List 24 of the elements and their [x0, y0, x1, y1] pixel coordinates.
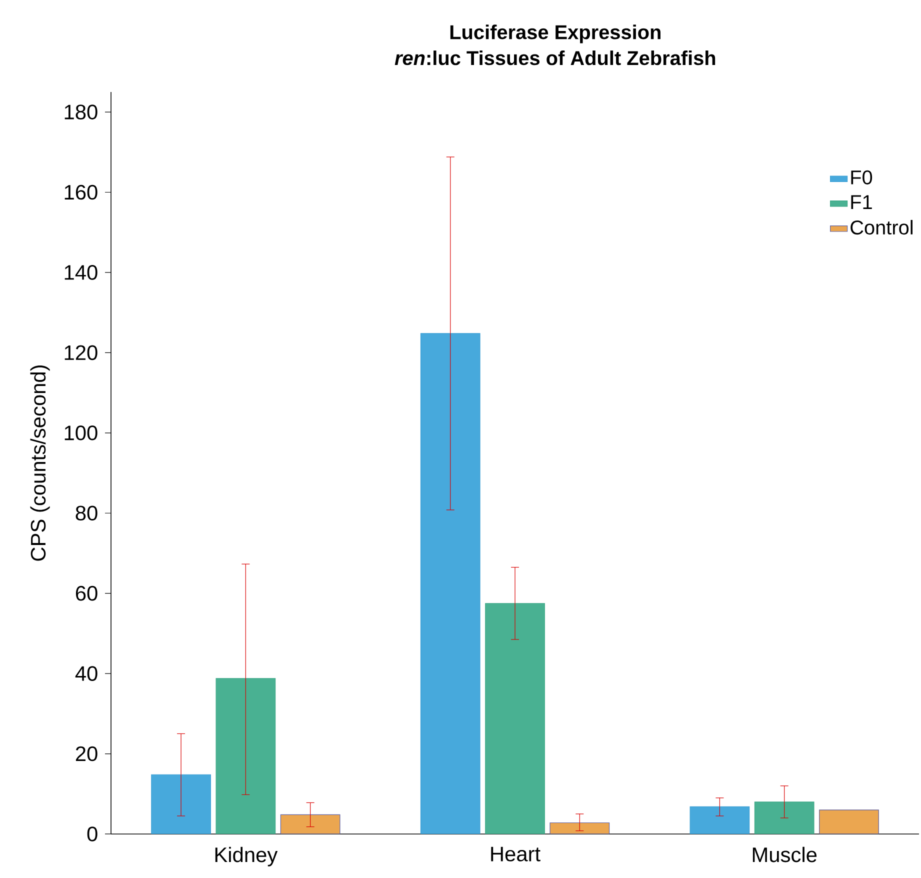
bar: [420, 333, 480, 834]
bar: [280, 814, 340, 834]
y-tick-label: 180: [64, 104, 98, 120]
y-tick-label: 160: [64, 184, 98, 200]
bar: [819, 810, 879, 834]
y-tick-label: 0: [87, 826, 98, 842]
bar: [690, 806, 750, 834]
y-tick-label: 60: [76, 586, 98, 601]
bar: [550, 822, 610, 834]
y-tick-label: 40: [75, 666, 98, 681]
legend-label: F0: [851, 170, 872, 184]
chart-subtitle: ren:luc Tissues of Adult Zebrafish: [394, 50, 716, 66]
x-tick-label: Heart: [491, 846, 540, 862]
legend-label: F1: [851, 195, 872, 209]
y-axis-title: CPS (counts/second): [30, 365, 50, 561]
x-tick-label: Muscle: [752, 846, 817, 862]
y-tick-label: 80: [76, 506, 98, 521]
y-tick-label: 20: [76, 746, 98, 762]
x-tick-label: Kidney: [215, 846, 278, 866]
legend-label: Control: [850, 220, 912, 235]
y-tick-label: 100: [64, 425, 98, 440]
chart-title: Luciferase Expression: [450, 24, 660, 44]
y-tick-label: 140: [64, 265, 98, 280]
y-tick-label: 120: [64, 345, 98, 360]
